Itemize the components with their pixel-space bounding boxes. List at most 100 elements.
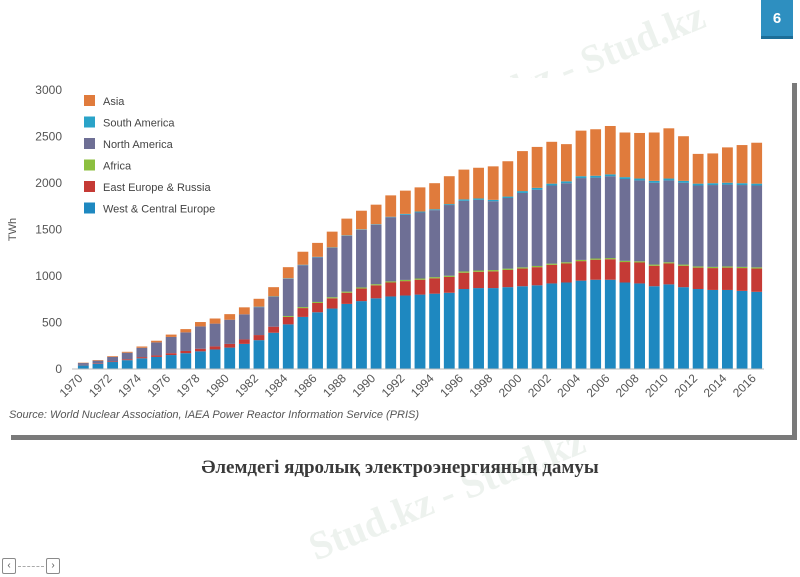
bar-segment xyxy=(517,191,528,193)
x-tick-label: 2004 xyxy=(554,371,583,400)
bar-segment xyxy=(195,348,206,352)
bar-segment xyxy=(487,270,499,272)
bar-segment xyxy=(297,251,309,265)
nav-divider xyxy=(18,565,44,567)
bar-segment xyxy=(531,267,543,286)
bar-segment xyxy=(590,259,602,280)
bar-segment xyxy=(458,200,470,272)
bar-segment xyxy=(502,269,514,288)
bar-segment xyxy=(619,260,631,263)
bar-segment xyxy=(458,271,470,273)
bar-segment xyxy=(560,282,572,369)
bar-segment xyxy=(165,353,177,356)
y-tick-label: 1500 xyxy=(35,223,62,237)
bar-segment xyxy=(604,258,616,260)
bar-segment xyxy=(751,267,763,269)
bar-segment xyxy=(619,179,631,261)
bar-segment xyxy=(238,339,250,344)
bar-segment xyxy=(92,363,104,369)
bar-segment xyxy=(634,132,645,179)
bar-segment xyxy=(751,185,763,268)
bar-segment xyxy=(678,182,689,265)
next-slide-button[interactable]: › xyxy=(46,558,60,574)
y-tick-label: 2000 xyxy=(35,176,62,190)
bar-segment xyxy=(356,288,367,302)
bar-segment xyxy=(385,281,397,283)
bar-segment xyxy=(136,357,148,359)
bar-segment xyxy=(619,262,631,283)
bar-segment xyxy=(165,355,177,369)
legend-swatch xyxy=(84,159,95,171)
bar-segment xyxy=(678,264,689,266)
bar-segment xyxy=(487,271,499,289)
bar-segment xyxy=(443,205,455,276)
bar-segment xyxy=(121,360,133,369)
bar-segment xyxy=(546,185,558,264)
bar-segment xyxy=(473,271,484,289)
bar-segment xyxy=(107,362,119,369)
bar-segment xyxy=(414,278,426,280)
x-tick-label: 2002 xyxy=(525,371,554,400)
bar-segment xyxy=(678,180,689,183)
bar-segment xyxy=(121,351,133,353)
bar-segment xyxy=(253,335,265,341)
bar-segment xyxy=(312,257,323,302)
bar-segment xyxy=(209,318,221,324)
bar-segment xyxy=(590,258,602,260)
bar-segment xyxy=(180,353,192,369)
x-tick-label: 2000 xyxy=(496,371,525,400)
bar-segment xyxy=(399,281,411,296)
bar-segment xyxy=(707,266,719,269)
bar-segment xyxy=(429,209,441,211)
bar-segment xyxy=(180,329,192,333)
bar-segment xyxy=(634,283,645,369)
bar-segment xyxy=(151,342,162,356)
bar-segment xyxy=(517,268,528,287)
bar-segment xyxy=(560,144,572,182)
bar-segment xyxy=(736,183,748,186)
bar-segment xyxy=(268,296,280,327)
bar-segment xyxy=(707,289,719,369)
bar-segment xyxy=(736,266,748,269)
bar-segment xyxy=(634,178,645,181)
x-tick-label: 2016 xyxy=(730,371,759,400)
bar-segment xyxy=(560,183,572,263)
bar-segment xyxy=(546,141,558,184)
bar-segment xyxy=(312,302,323,313)
bar-segment xyxy=(356,301,367,369)
x-tick-label: 1994 xyxy=(408,371,437,400)
bar-segment xyxy=(268,332,280,369)
bar-segment xyxy=(92,360,104,364)
bar-segment xyxy=(370,298,382,369)
bar-segment xyxy=(443,275,455,277)
bar-segment xyxy=(107,356,119,357)
bar-segment xyxy=(663,180,675,263)
bar-segment xyxy=(414,211,426,213)
bar-segment xyxy=(282,267,294,279)
bar-segment xyxy=(399,213,411,215)
bar-segment xyxy=(356,287,367,289)
bar-segment xyxy=(531,187,543,190)
bar-segment xyxy=(560,262,572,264)
bar-segment xyxy=(238,343,250,369)
bar-segment xyxy=(356,229,367,288)
bar-segment xyxy=(531,146,543,188)
prev-slide-button[interactable]: ‹ xyxy=(2,558,16,574)
bar-segment xyxy=(341,303,353,369)
bar-segment xyxy=(341,291,353,293)
bar-segment xyxy=(473,198,484,200)
bar-segment xyxy=(268,326,280,333)
x-tick-label: 2008 xyxy=(613,371,642,400)
bar-segment xyxy=(678,136,689,181)
legend-swatch xyxy=(84,138,95,149)
bar-segment xyxy=(736,185,748,267)
bar-segment xyxy=(238,307,250,315)
bar-segment xyxy=(429,278,441,294)
bar-segment xyxy=(385,282,397,297)
bar-segment xyxy=(341,218,353,236)
bar-segment xyxy=(575,178,587,260)
bar-segment xyxy=(282,315,294,317)
bar-segment xyxy=(736,268,748,291)
bar-segment xyxy=(443,292,455,369)
bar-segment xyxy=(473,288,484,369)
